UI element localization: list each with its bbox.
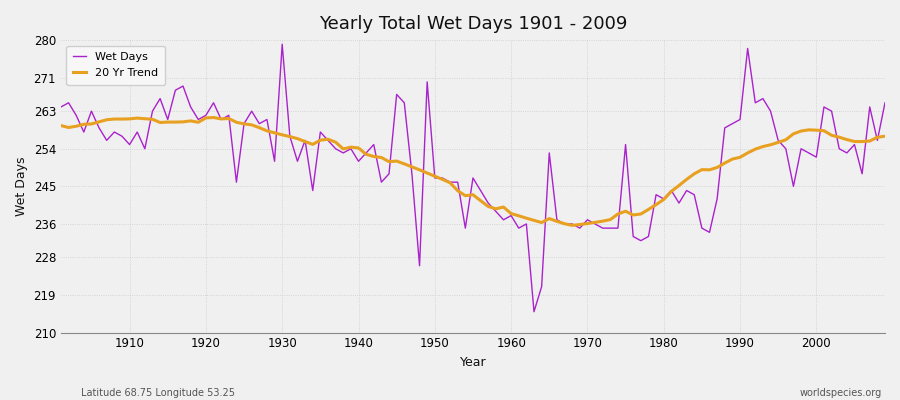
- Wet Days: [292, 159, 303, 164]
- X-axis label: Year: Year: [460, 356, 486, 369]
- Wet Days: [506, 213, 517, 218]
- Title: Yearly Total Wet Days 1901 - 2009: Yearly Total Wet Days 1901 - 2009: [319, 15, 627, 33]
- Wet Days: [879, 100, 890, 105]
- Legend: Wet Days, 20 Yr Trend: Wet Days, 20 Yr Trend: [67, 46, 166, 85]
- Text: Latitude 68.75 Longitude 53.25: Latitude 68.75 Longitude 53.25: [81, 388, 235, 398]
- Wet Days: [613, 226, 624, 230]
- Wet Days: [338, 150, 348, 155]
- Wet Days: [528, 309, 539, 314]
- Y-axis label: Wet Days: Wet Days: [15, 156, 28, 216]
- 20 Yr Trend: [613, 212, 624, 216]
- 20 Yr Trend: [208, 115, 219, 120]
- 20 Yr Trend: [338, 146, 348, 151]
- 20 Yr Trend: [506, 211, 517, 216]
- 20 Yr Trend: [879, 134, 890, 139]
- Line: Wet Days: Wet Days: [61, 44, 885, 312]
- Wet Days: [56, 104, 67, 109]
- 20 Yr Trend: [567, 223, 578, 228]
- Text: worldspecies.org: worldspecies.org: [800, 388, 882, 398]
- 20 Yr Trend: [117, 117, 128, 122]
- 20 Yr Trend: [292, 136, 303, 141]
- Wet Days: [513, 226, 524, 230]
- 20 Yr Trend: [513, 213, 524, 218]
- 20 Yr Trend: [56, 123, 67, 128]
- Wet Days: [277, 42, 288, 47]
- Wet Days: [117, 134, 128, 139]
- Line: 20 Yr Trend: 20 Yr Trend: [61, 118, 885, 225]
